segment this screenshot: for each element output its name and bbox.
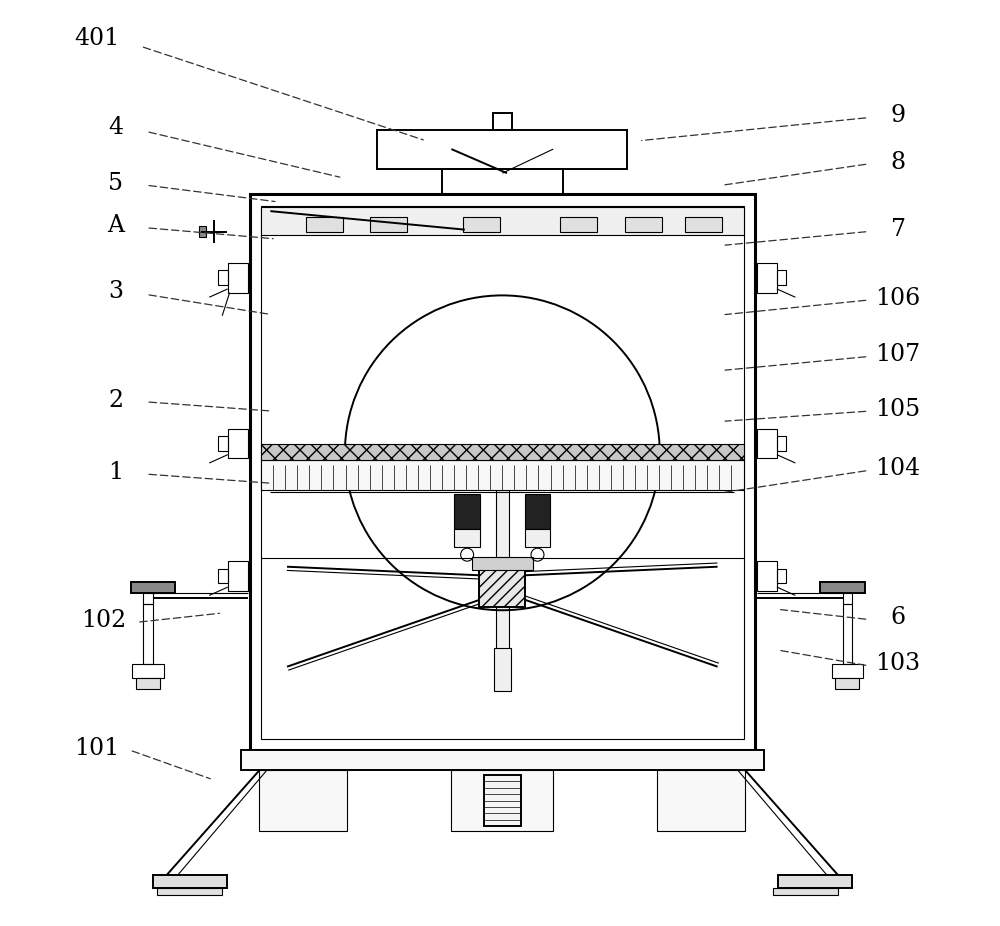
Text: 102: 102 [81,609,126,632]
Bar [778,875,852,888]
Bar [199,226,206,237]
Text: 3: 3 [108,281,123,303]
Bar [261,444,744,460]
Text: 101: 101 [75,737,120,759]
Bar [259,770,347,831]
Text: 8: 8 [891,151,906,173]
Text: 103: 103 [876,653,921,675]
Bar [625,217,662,232]
Bar [306,217,343,232]
Bar [218,436,228,451]
Bar [832,664,863,678]
Bar [820,582,865,593]
Bar [463,217,500,232]
Text: 9: 9 [891,105,906,127]
Text: 401: 401 [75,28,120,50]
Bar [451,770,553,831]
Text: 7: 7 [891,219,906,241]
Bar [773,888,838,895]
Bar [493,113,512,130]
Text: 4: 4 [108,117,123,139]
Text: 105: 105 [876,398,921,420]
Bar [261,207,744,235]
Bar [442,169,563,194]
Bar [843,593,852,604]
Bar [143,604,153,664]
Text: 6: 6 [891,607,906,629]
Bar [153,875,227,888]
Bar [228,429,248,458]
Bar [218,270,228,285]
Bar [777,569,786,583]
Bar [494,648,511,691]
Text: 107: 107 [876,344,921,366]
Bar [757,263,777,293]
Bar [472,557,533,570]
Bar [261,460,744,490]
Bar [241,750,764,770]
Bar [496,490,509,652]
Bar [685,217,722,232]
Bar [525,529,550,547]
Bar [757,429,777,458]
Bar [370,217,407,232]
Text: 1: 1 [108,461,123,483]
Bar [757,561,777,591]
Bar [479,563,525,607]
Bar [228,263,248,293]
Bar [657,770,745,831]
Text: 106: 106 [876,287,921,309]
Text: 104: 104 [876,457,921,480]
Bar [843,604,852,664]
Bar [218,569,228,583]
Text: 5: 5 [108,172,123,194]
Text: A: A [107,214,124,236]
Bar [132,664,164,678]
Bar [261,206,744,739]
Bar [777,436,786,451]
Bar [377,130,627,169]
Bar [454,529,480,547]
Bar [454,494,480,529]
Bar [136,678,160,689]
Bar [228,561,248,591]
Bar [835,678,859,689]
Bar [157,888,222,895]
Bar [484,775,521,826]
Bar [131,582,175,593]
Text: 2: 2 [108,389,123,411]
Bar [143,593,153,604]
Bar [525,494,550,529]
Bar [777,270,786,285]
Bar [250,194,755,750]
Bar [560,217,597,232]
